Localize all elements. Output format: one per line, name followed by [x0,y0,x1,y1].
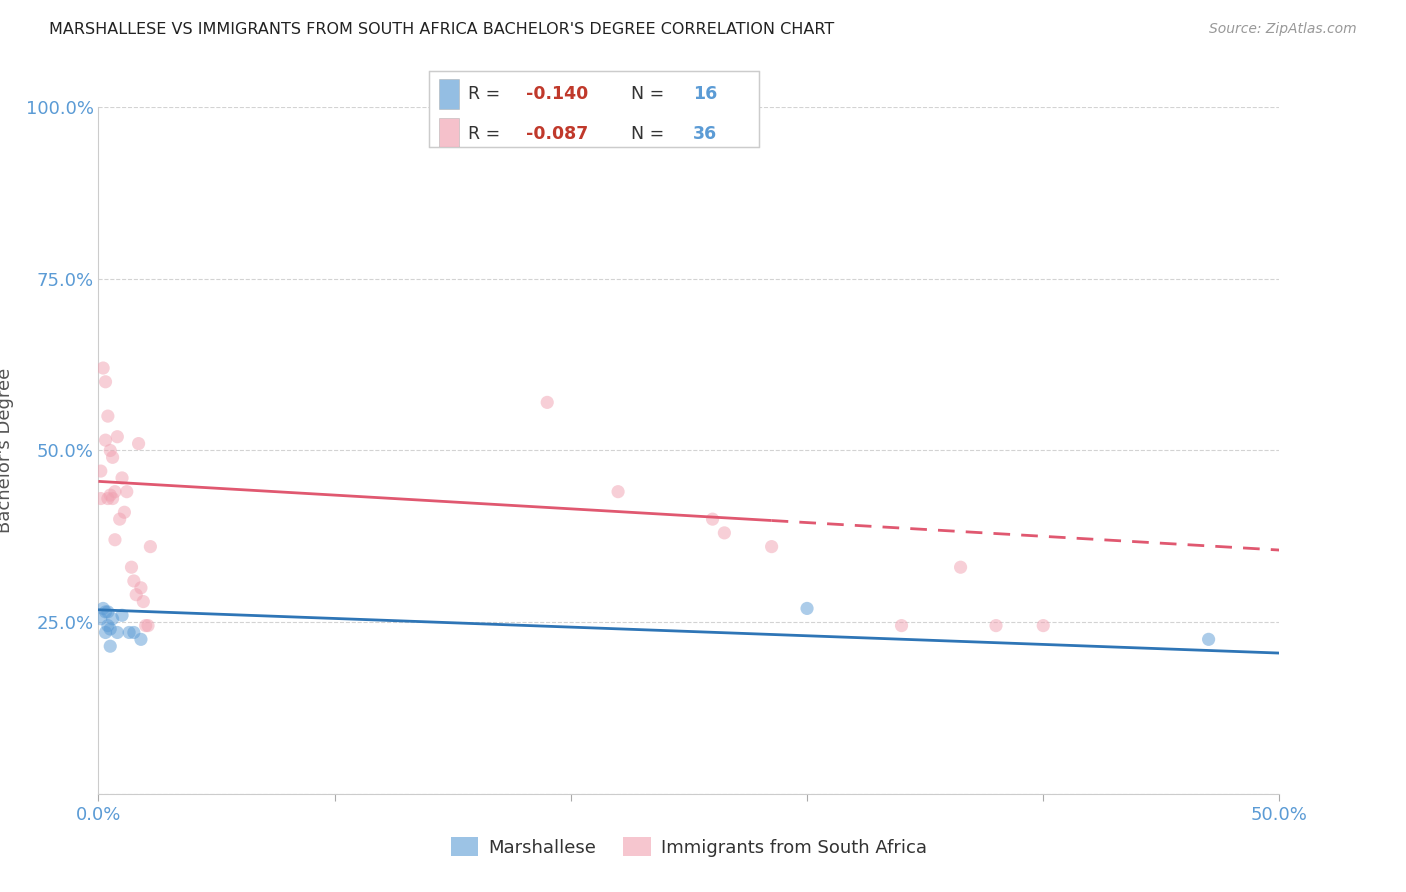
Point [97,618,120,632]
Point [98,622,121,636]
Point [136,618,159,632]
Point [115,484,138,499]
Point [139,540,162,554]
Text: Source: ZipAtlas.com: Source: ZipAtlas.com [1209,22,1357,37]
Legend: Marshallese, Immigrants from South Africa: Marshallese, Immigrants from South Afric… [443,830,935,863]
Point [101,450,124,465]
Point [129,632,152,647]
Point [94,433,117,447]
Text: -0.087: -0.087 [526,125,589,143]
Point [1032,618,1054,632]
Point [111,471,134,485]
Point [761,540,783,554]
Point [135,618,157,632]
Point [105,625,128,640]
Point [129,581,152,595]
Point [536,395,558,409]
Text: R =: R = [468,125,506,143]
Point [97,409,120,423]
Point [108,512,131,526]
Point [607,484,630,499]
Text: MARSHALLESE VS IMMIGRANTS FROM SOUTH AFRICA BACHELOR'S DEGREE CORRELATION CHART: MARSHALLESE VS IMMIGRANTS FROM SOUTH AFR… [49,22,834,37]
Point [122,625,145,640]
FancyBboxPatch shape [439,119,458,149]
Text: N =: N = [620,85,671,103]
Point [118,625,141,640]
Point [101,612,124,626]
Point [90,464,112,478]
Point [98,639,121,653]
Point [128,436,150,450]
Text: 16: 16 [693,85,717,103]
Point [122,574,145,588]
Point [702,512,724,526]
Point [949,560,972,574]
Point [104,533,127,547]
Text: N =: N = [620,125,671,143]
Point [125,588,148,602]
Point [101,491,124,506]
Point [890,618,912,632]
Text: R =: R = [468,85,506,103]
Point [132,594,155,608]
Point [97,605,120,619]
Point [111,608,134,623]
Point [98,488,121,502]
Point [796,601,818,615]
Point [94,375,117,389]
Point [112,505,135,519]
Point [1198,632,1220,647]
Point [91,361,114,376]
Point [97,491,120,506]
Point [713,525,735,540]
FancyBboxPatch shape [439,79,458,110]
Point [121,560,143,574]
Point [104,484,127,499]
Y-axis label: Bachelor's Degree: Bachelor's Degree [0,368,14,533]
Point [91,601,114,615]
Point [90,491,112,506]
Text: -0.140: -0.140 [526,85,589,103]
Point [94,605,117,619]
Point [984,618,1007,632]
Point [90,612,112,626]
Point [94,625,117,640]
Point [105,430,128,444]
Text: 36: 36 [693,125,717,143]
Point [98,443,121,458]
